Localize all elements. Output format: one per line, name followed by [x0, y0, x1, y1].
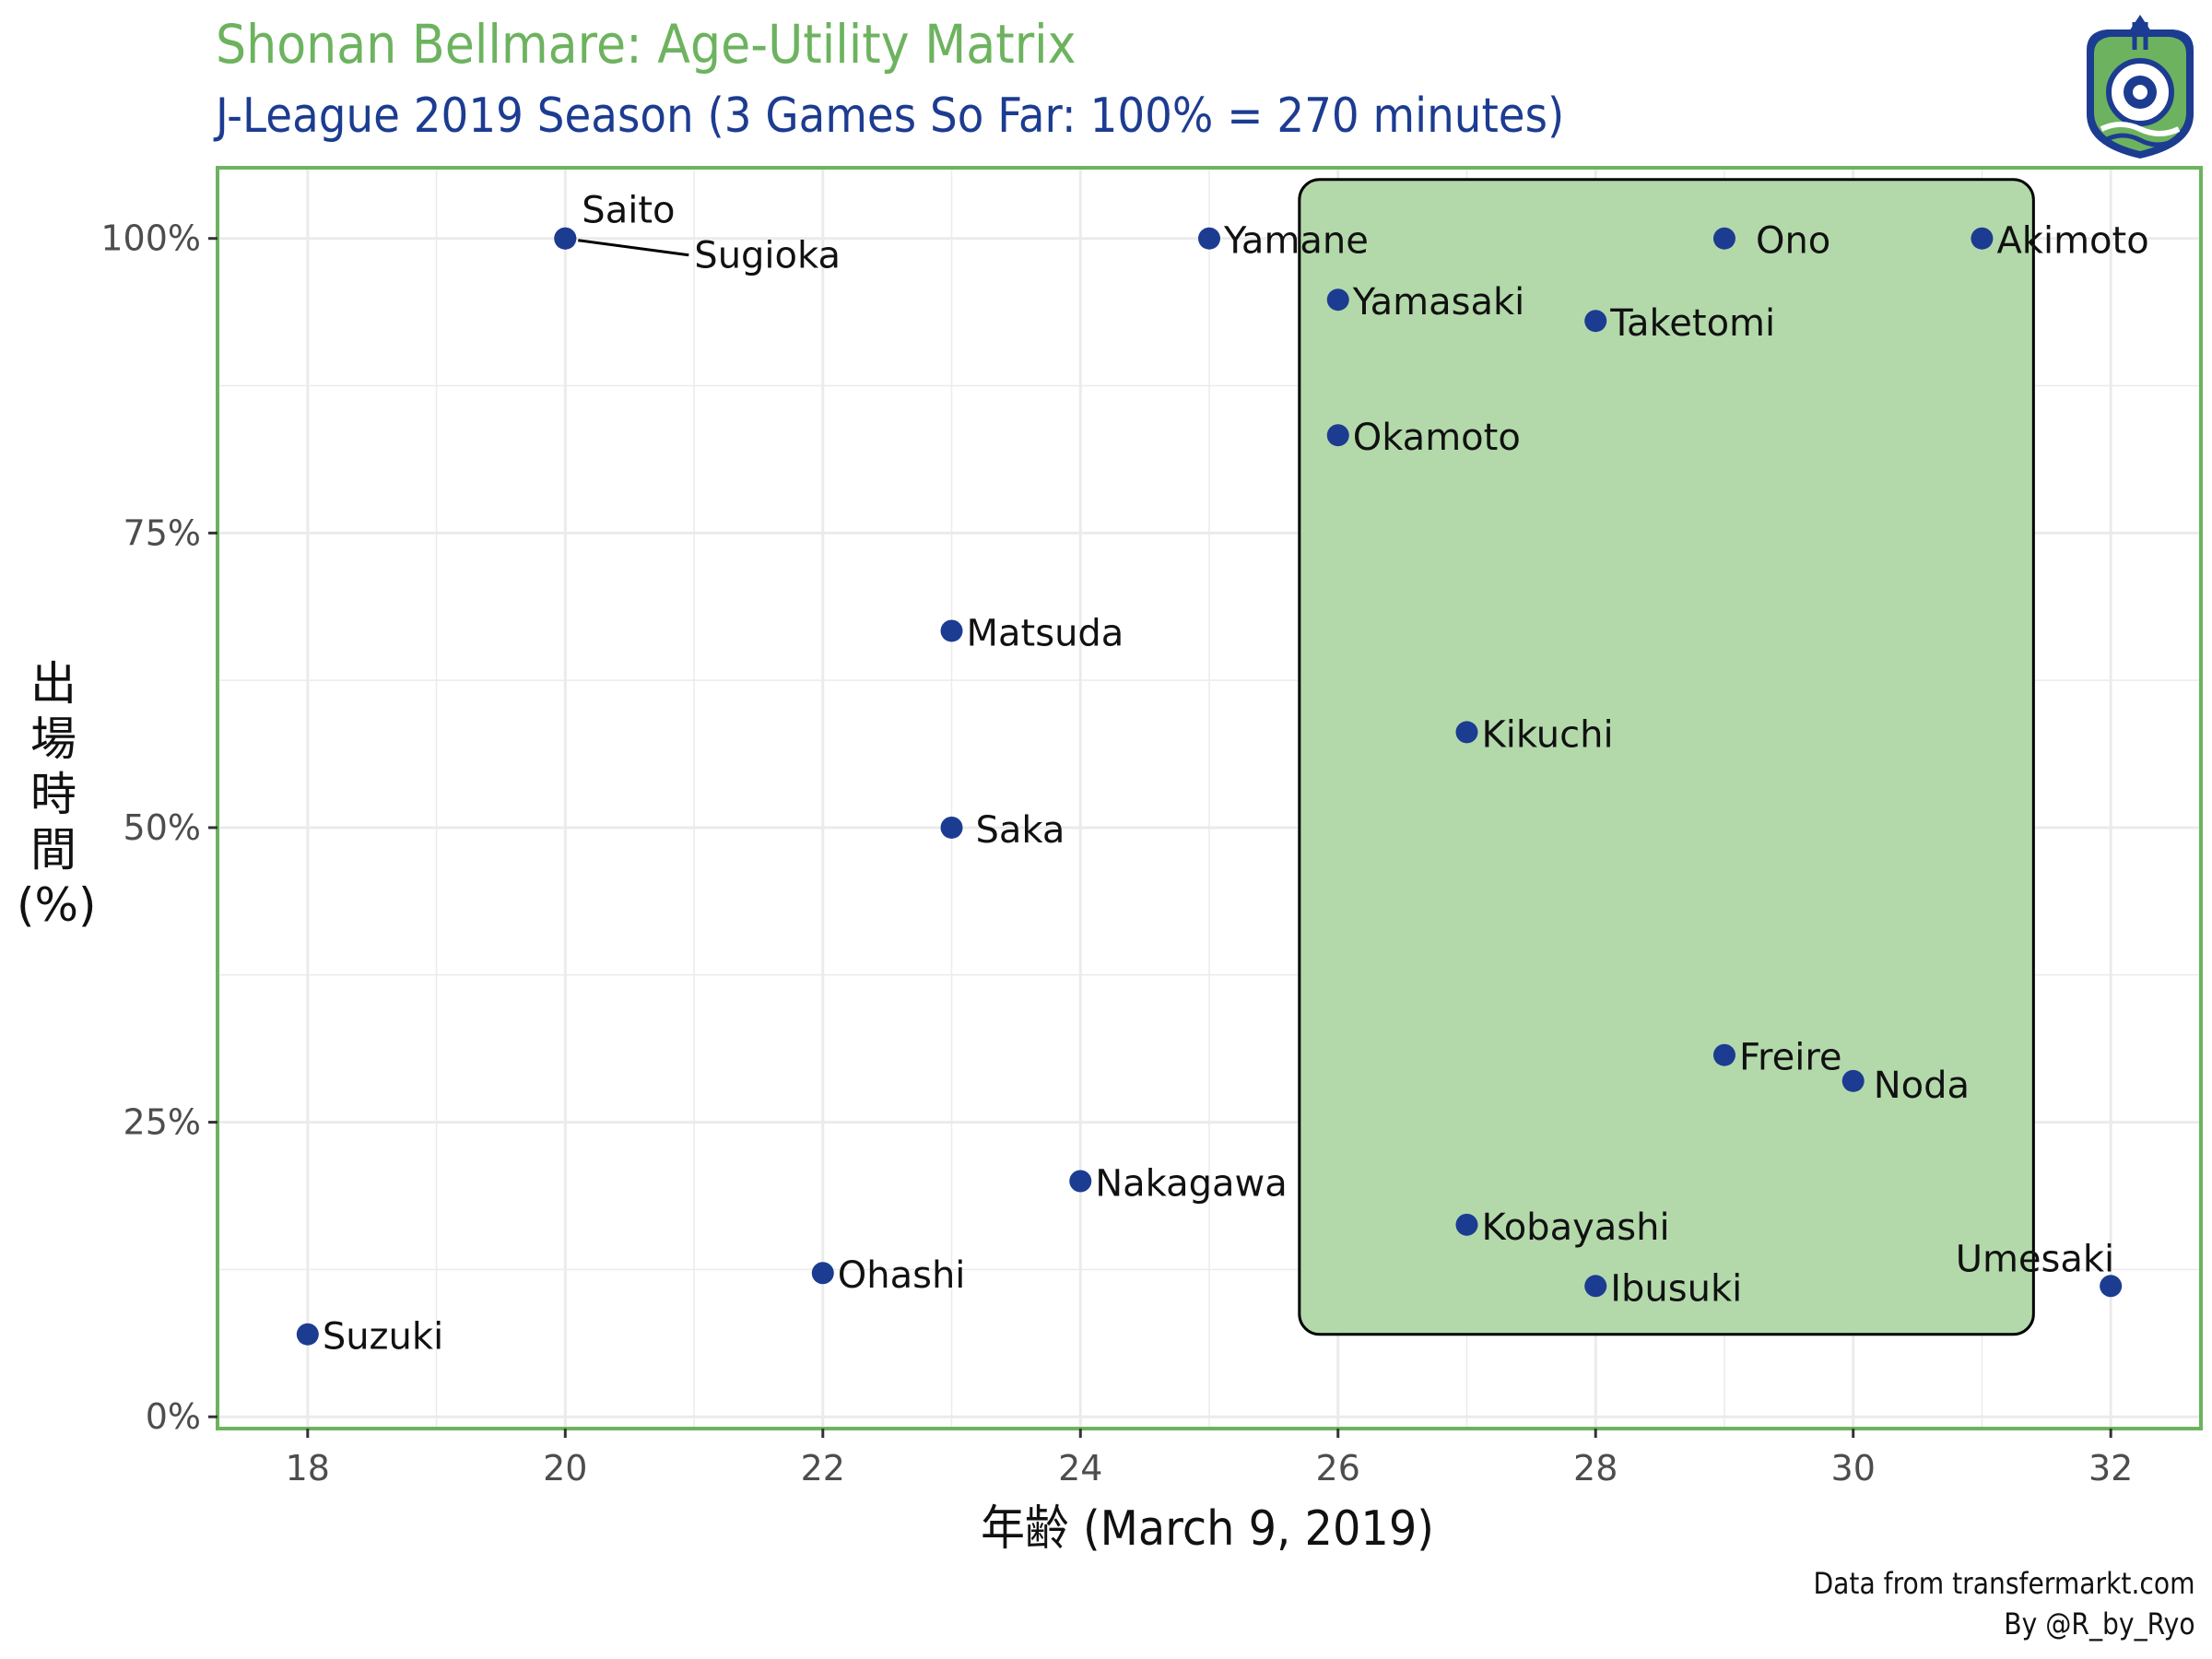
x-tick-label: 22	[801, 1448, 845, 1488]
data-points	[296, 227, 2123, 1346]
plot-panel-border	[216, 166, 2203, 1430]
y-axis-label-char: 間	[30, 823, 76, 877]
data-point	[554, 227, 577, 250]
data-point	[940, 619, 963, 642]
point-label: Sugioka	[694, 235, 841, 277]
point-label: Suzuki	[323, 1316, 443, 1359]
caption-author: By @R_by_Ryo	[2004, 1606, 2195, 1641]
y-tick-label: 50%	[124, 807, 201, 848]
y-axis-label-char: 出	[30, 657, 76, 711]
x-tick-label: 30	[1831, 1448, 1876, 1488]
data-point	[1712, 227, 1735, 250]
point-label: Umesaki	[1956, 1238, 2114, 1280]
x-tick-label: 20	[543, 1448, 587, 1488]
data-point	[1584, 1275, 1607, 1298]
data-point	[296, 1323, 319, 1346]
data-point	[1971, 227, 1994, 250]
data-point	[1198, 227, 1220, 250]
data-point	[1584, 310, 1607, 333]
axes: 18 20 22 24 26 28 30 32 0% 25% 50% 75% 100%	[100, 218, 2133, 1488]
point-label: Freire	[1739, 1037, 1842, 1079]
chart-subtitle: J-League 2019 Season (3 Games So Far: 10…	[216, 88, 1565, 144]
point-label: Kobayashi	[1481, 1206, 1669, 1249]
y-tick-label: 0%	[146, 1396, 201, 1437]
point-label: Nakagawa	[1095, 1163, 1288, 1206]
x-axis-label: 年齢 (March 9, 2019)	[981, 1501, 1434, 1557]
label-connector-line	[578, 239, 689, 257]
x-tick-label: 26	[1316, 1448, 1360, 1488]
point-label: Taketomi	[1609, 302, 1775, 345]
data-point	[2100, 1275, 2123, 1298]
chart-title: Shonan Bellmare: Age-Utility Matrix	[216, 13, 1077, 76]
data-point	[1455, 1213, 1478, 1236]
point-label: Yamasaki	[1352, 281, 1525, 324]
x-tick-label: 28	[1573, 1448, 1618, 1488]
point-label: Matsuda	[967, 612, 1124, 654]
data-point	[1841, 1069, 1865, 1092]
point-label: Noda	[1874, 1065, 1970, 1107]
label-connector-lines	[578, 239, 689, 257]
caption-source: Data from transfermarkt.com	[1813, 1566, 2195, 1601]
data-point	[1712, 1043, 1735, 1066]
y-tick-label: 75%	[124, 512, 201, 553]
data-point	[1455, 721, 1478, 744]
point-label: Saka	[976, 809, 1065, 852]
y-axis-label-char: 場	[30, 712, 76, 766]
highlight-region	[1298, 178, 2035, 1336]
data-point	[940, 816, 963, 839]
point-labels: Saito Sugioka Yamane Ono Akimoto Yamasaki Take…	[323, 190, 2149, 1359]
x-tick-label: 24	[1058, 1448, 1102, 1488]
point-label: Kikuchi	[1481, 713, 1613, 756]
point-label: Ono	[1756, 220, 1830, 263]
y-tick-label: 100%	[100, 218, 201, 259]
caption: Data from transfermarkt.com By @R_by_Ryo	[1814, 1563, 2195, 1644]
shonan-bellmare-crest-icon	[2079, 13, 2201, 160]
y-axis-label-char: 時	[30, 768, 76, 821]
x-tick-label: 32	[2088, 1448, 2133, 1488]
point-label: Okamoto	[1353, 417, 1521, 459]
y-tick-label: 25%	[124, 1102, 201, 1143]
data-point	[1326, 288, 1349, 312]
y-axis-label-char: (%)	[17, 878, 97, 932]
point-label: Saito	[582, 190, 675, 232]
data-point	[1326, 424, 1349, 447]
point-label: Akimoto	[1996, 220, 2148, 263]
point-label: Ohashi	[838, 1254, 966, 1297]
data-point	[811, 1262, 834, 1285]
data-point	[1069, 1170, 1092, 1193]
point-label: Yamane	[1223, 220, 1369, 263]
x-tick-label: 18	[286, 1448, 330, 1488]
point-label: Ibusuki	[1610, 1267, 1742, 1310]
y-axis-label: 出 場 時 間 (%)	[17, 656, 97, 933]
